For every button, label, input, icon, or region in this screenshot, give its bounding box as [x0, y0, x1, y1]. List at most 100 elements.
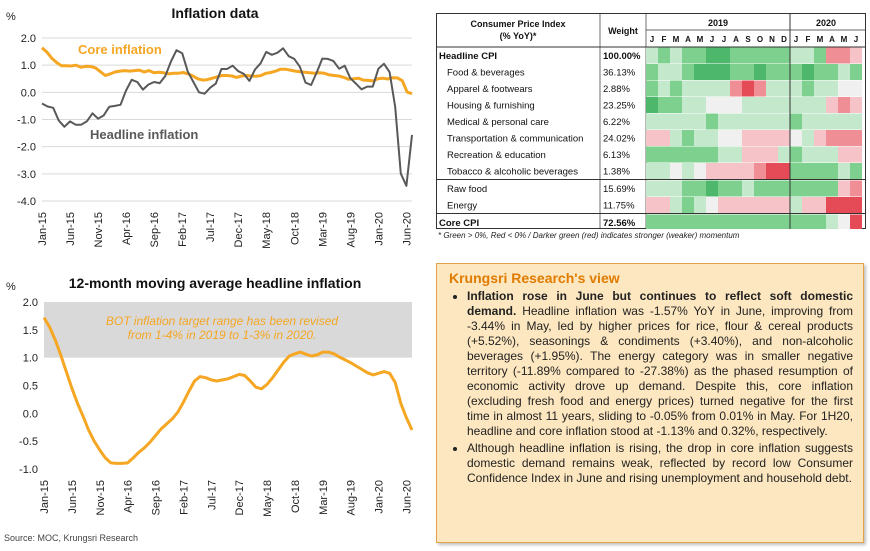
heat-cell [778, 130, 790, 146]
heat-cell [670, 130, 682, 146]
heat-cell [790, 214, 802, 229]
research-view-bullet-1: Inflation rose in June but continues to … [467, 289, 853, 439]
heat-cell [670, 197, 682, 213]
x-tick-label: May-18 [262, 480, 274, 517]
x-tick-label: Jan-20 [374, 480, 386, 514]
heat-cell [754, 80, 766, 97]
year-2019-header: 2019 [708, 18, 728, 28]
y-tick-label: 2.0 [23, 297, 38, 309]
heat-cell [850, 113, 862, 130]
month-label: D [781, 35, 787, 44]
heat-cell [706, 130, 718, 146]
heat-cell [706, 64, 718, 80]
month-label: J [854, 35, 858, 44]
heat-cell [850, 197, 862, 213]
heat-cell [742, 80, 754, 97]
bullet-1-text: Headline inflation was -1.57% YoY in Jun… [467, 304, 853, 438]
heat-cell [718, 47, 730, 64]
x-tick-label: Sep-16 [149, 212, 161, 247]
heat-cell [742, 130, 754, 146]
month-label: J [722, 35, 726, 44]
research-view-box: Krungsri Research's view Inflation rose … [436, 263, 864, 543]
heat-cell [670, 214, 682, 229]
heat-cell [694, 214, 706, 229]
y-tick-label: -1.0 [17, 115, 36, 127]
x-tick-label: Oct-18 [290, 480, 302, 513]
heat-cell [694, 97, 706, 113]
heat-cell [730, 180, 742, 197]
month-label: S [745, 35, 751, 44]
heat-cell [814, 80, 826, 97]
heat-cell [658, 113, 670, 130]
row-weight: 6.22% [603, 117, 630, 128]
heat-cell [682, 80, 694, 97]
heat-cell [718, 113, 730, 130]
heat-cell [646, 197, 658, 213]
row-label: Headline CPI [439, 51, 497, 62]
heat-cell [730, 197, 742, 213]
x-tick-label: Jan-20 [373, 212, 385, 246]
heat-cell [718, 180, 730, 197]
heat-cell [658, 130, 670, 146]
table-header-line-1: Consumer Price Index [470, 19, 565, 29]
heat-cell [790, 130, 802, 146]
heat-cell [670, 163, 682, 179]
heat-cell [766, 64, 778, 80]
heat-cell [730, 130, 742, 146]
heat-cell [850, 47, 862, 64]
x-tick-label: Jun-20 [401, 480, 413, 514]
heat-cell [814, 47, 826, 64]
heat-cell [778, 113, 790, 130]
heat-cell [778, 197, 790, 213]
heat-cell [694, 47, 706, 64]
heat-cell [778, 146, 790, 163]
heat-cell [718, 80, 730, 97]
heat-cell [646, 47, 658, 64]
y-tick-label: 1.0 [21, 60, 36, 72]
heat-cell [838, 80, 850, 97]
heat-cell [826, 146, 838, 163]
x-tick-label: Sep-16 [151, 480, 163, 515]
month-label: M [673, 35, 680, 44]
month-label: J [710, 35, 714, 44]
x-tick-label: Apr-16 [121, 212, 133, 245]
row-label: Food & beverages [447, 68, 525, 79]
y-tick-label: -4.0 [17, 196, 36, 208]
bullet-1-lead: Inflation rose in June but continues to … [467, 289, 853, 318]
heat-cell [838, 47, 850, 64]
row-weight: 11.75% [603, 201, 635, 212]
row-weight: 100.00% [603, 51, 641, 62]
heat-cell [730, 80, 742, 97]
heat-cell [682, 97, 694, 113]
heat-cell [754, 130, 766, 146]
heat-cell [790, 97, 802, 113]
heat-cell [766, 163, 778, 179]
heat-cell [826, 47, 838, 64]
heat-cell [838, 97, 850, 113]
heat-cell [670, 113, 682, 130]
heat-cell [706, 47, 718, 64]
heat-cell [730, 146, 742, 163]
heat-cell [826, 64, 838, 80]
heat-cell [682, 47, 694, 64]
heat-cell [766, 113, 778, 130]
series-line-2 [41, 47, 413, 187]
heat-cell [694, 146, 706, 163]
heat-cell [742, 113, 754, 130]
row-label: Tobacco & alcoholic beverages [447, 167, 578, 178]
heat-cell [754, 163, 766, 179]
heat-cell [802, 80, 814, 97]
inflation-data-chart: Inflation data% 2.0 1.0 0.0 -1.0 -2.0 -3.0 -4.0… [6, 5, 413, 249]
heat-cell [742, 180, 754, 197]
heat-cell [658, 146, 670, 163]
heat-cell [742, 214, 754, 229]
heat-cell [790, 47, 802, 64]
table-header-line-2: (% YoY)* [500, 31, 537, 41]
x-tick-label: Mar-19 [318, 480, 330, 515]
month-label: N [769, 35, 775, 44]
heat-cell [658, 180, 670, 197]
heat-cell [826, 80, 838, 97]
heat-cell [790, 80, 802, 97]
x-tick-label: Apr-16 [123, 480, 135, 513]
heat-cell [682, 214, 694, 229]
